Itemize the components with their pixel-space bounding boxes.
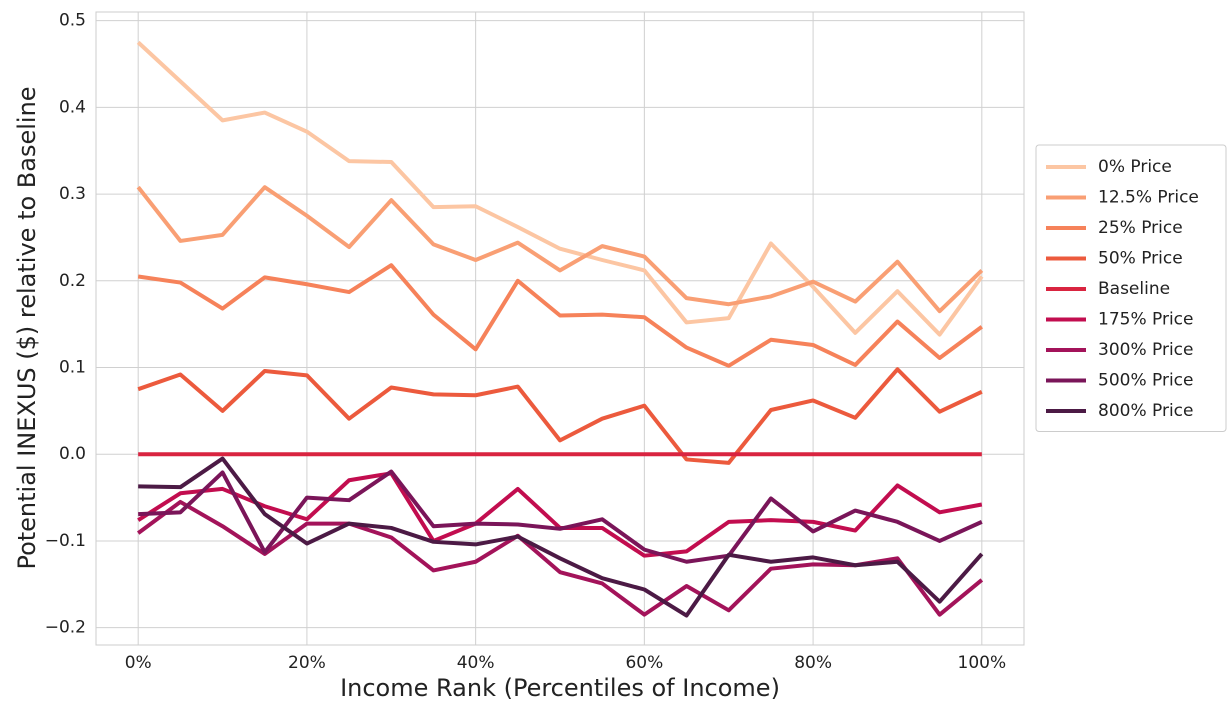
y-tick-label: 0.1 <box>59 358 86 378</box>
series-line <box>137 367 983 465</box>
legend-label: 50% Price <box>1098 249 1183 269</box>
x-tick-label: 20% <box>288 653 326 673</box>
plot-frame <box>95 11 1025 646</box>
series-line <box>138 456 984 618</box>
x-tick-label: 100% <box>958 653 1007 673</box>
x-tick-label: 0% <box>125 653 152 673</box>
y-tick-label: 0.4 <box>59 97 86 117</box>
legend-box <box>1035 144 1227 432</box>
y-tick-label: 0.3 <box>59 184 86 204</box>
y-tick-label: −0.1 <box>45 531 86 551</box>
legend-label: Baseline <box>1098 279 1170 299</box>
series-line <box>136 185 984 314</box>
legend-label: 175% Price <box>1098 310 1193 330</box>
x-axis-label: Income Rank (Percentiles of Income) <box>340 674 780 702</box>
legend-label: 500% Price <box>1098 371 1193 391</box>
series-line <box>137 263 984 368</box>
x-tick-label: 80% <box>794 653 832 673</box>
legend-label: 0% Price <box>1098 157 1172 177</box>
legend-label: 12.5% Price <box>1098 188 1199 208</box>
y-tick-label: −0.2 <box>45 618 86 638</box>
x-tick-label: 40% <box>457 653 495 673</box>
series-line <box>136 40 984 337</box>
y-tick-label: 0.2 <box>59 271 86 291</box>
legend-label: 25% Price <box>1098 218 1183 238</box>
y-tick-label: 0.5 <box>59 11 86 31</box>
x-tick-label: 60% <box>625 653 663 673</box>
legend-label: 300% Price <box>1098 340 1193 360</box>
series-line <box>136 499 984 617</box>
y-tick-label: 0.0 <box>59 444 86 464</box>
series-line <box>138 469 983 564</box>
y-axis-label: Potential INEXUS ($) relative to Baselin… <box>13 86 41 569</box>
legend-label: 800% Price <box>1098 401 1193 421</box>
